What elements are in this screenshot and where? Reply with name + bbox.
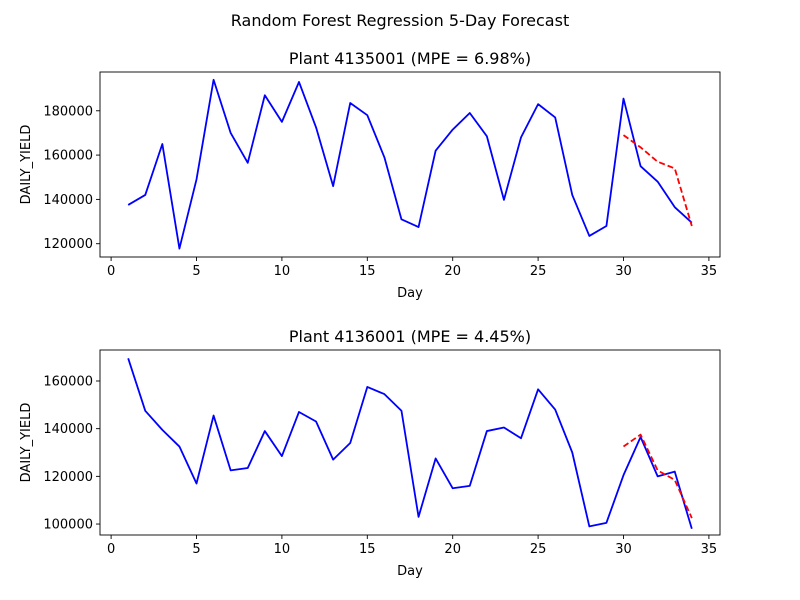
x-tick-label: 0 [107, 542, 115, 557]
x-tick-label: 15 [359, 264, 376, 279]
subplot-1: Plant 4135001 (MPE = 6.98%) 0 5 10 15 20 25 30 3… [19, 49, 721, 301]
x-tick-label: 10 [274, 542, 291, 557]
y-tick-label: 160000 [43, 149, 93, 164]
axes-frame [99, 349, 721, 536]
y-tick-label: 120000 [43, 470, 93, 485]
figure-title: Random Forest Regression 5-Day Forecast [231, 11, 569, 30]
forecast-line [622, 433, 693, 519]
y-tick-label: 100000 [43, 518, 93, 533]
y-axis-label: DAILY_YIELD [19, 125, 34, 205]
subplot-title: Plant 4136001 (MPE = 4.45%) [289, 327, 531, 346]
x-tick-label: 5 [192, 542, 200, 557]
x-tick-label: 0 [107, 264, 115, 279]
x-tick-label: 30 [615, 542, 632, 557]
x-tick-label: 5 [192, 264, 200, 279]
x-tick-label: 15 [359, 542, 376, 557]
actual-line [127, 358, 693, 530]
x-tick-label: 30 [615, 264, 632, 279]
x-tick-label: 35 [701, 542, 718, 557]
y-tick-label: 160000 [43, 374, 93, 389]
y-tick-label: 140000 [43, 422, 93, 437]
actual-line [127, 78, 693, 250]
y-tick-label: 120000 [43, 237, 93, 252]
axes-frame [99, 71, 721, 258]
y-tick-label: 180000 [43, 104, 93, 119]
y-tick-label: 140000 [43, 193, 93, 208]
x-tick-label: 20 [444, 264, 461, 279]
x-axis-label: Day [397, 286, 423, 301]
subplot-2: Plant 4136001 (MPE = 4.45%) 0 5 10 15 20 25 30 3… [19, 327, 721, 579]
x-tick-label: 25 [530, 542, 547, 557]
x-tick-label: 20 [444, 542, 461, 557]
y-axis-label: DAILY_YIELD [19, 403, 34, 483]
x-tick-label: 10 [274, 264, 291, 279]
x-axis-label: Day [397, 564, 423, 579]
forecast-line [622, 134, 693, 227]
x-tick-label: 25 [530, 264, 547, 279]
subplot-title: Plant 4135001 (MPE = 6.98%) [289, 49, 531, 68]
x-tick-label: 35 [701, 264, 718, 279]
